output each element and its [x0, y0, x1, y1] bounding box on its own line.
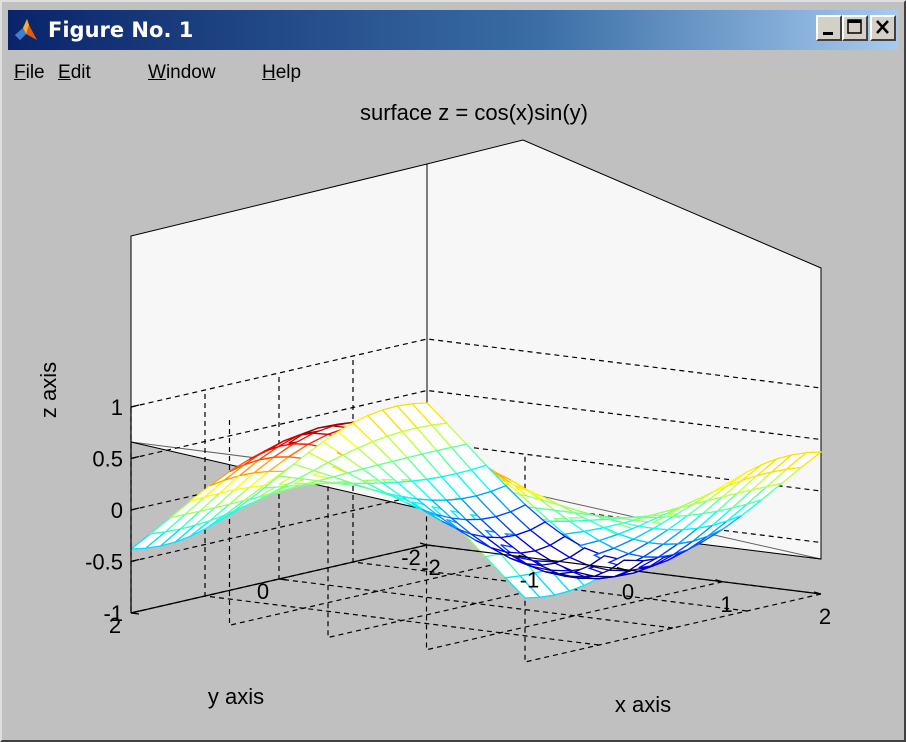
z-tick-label: -1	[103, 601, 123, 626]
z-tick-label: 1	[111, 395, 123, 420]
y-tick	[426, 544, 436, 547]
z-tick-label: 0	[111, 498, 123, 523]
x-tick-label: 1	[720, 592, 732, 617]
menu-edit[interactable]: Edit	[58, 62, 91, 83]
x-tick-label: -1	[520, 567, 540, 592]
maximize-button[interactable]	[842, 15, 868, 41]
y-tick	[278, 578, 288, 581]
y-tick-label: 2	[109, 613, 121, 638]
z-tick-label: -0.5	[85, 550, 123, 575]
z-tick-label: 0.5	[92, 447, 123, 472]
y-axis-label: y axis	[208, 684, 264, 709]
minimize-button[interactable]	[816, 15, 842, 41]
x-tick-label: 0	[622, 580, 634, 605]
tick-marks	[130, 404, 822, 615]
z-tick	[130, 507, 140, 511]
surface-mesh	[128, 402, 824, 599]
maximize-icon	[847, 19, 862, 34]
x-tick-label: 2	[819, 604, 831, 629]
z-grid-line	[130, 389, 822, 460]
menu-bar: File Edit Window Help	[8, 56, 898, 90]
x-tick	[715, 579, 723, 583]
x-tick	[616, 566, 625, 571]
close-button[interactable]	[870, 15, 896, 41]
surface-plot[interactable]: surface z = cos(x)sin(y) x axis y axis z…	[8, 92, 898, 738]
menu-help[interactable]: Help	[262, 62, 302, 83]
menu-file[interactable]: File	[14, 62, 45, 83]
z-grid-line	[130, 338, 822, 408]
x-tick	[518, 554, 526, 558]
z-tick	[130, 455, 140, 460]
z-tick	[130, 404, 140, 408]
x-axis-label: x axis	[615, 692, 671, 717]
matlab-logo-icon	[15, 19, 37, 40]
x-tick-label: -2	[421, 555, 441, 580]
close-icon	[876, 20, 889, 34]
z-axis-label: z axis	[36, 362, 61, 418]
y-tick-label: 0	[257, 579, 269, 604]
menu-window[interactable]: Window	[148, 62, 216, 83]
chart-title: surface z = cos(x)sin(y)	[360, 100, 588, 125]
z-tick	[130, 610, 140, 614]
minimize-icon	[823, 32, 833, 35]
window-title: Figure No. 1	[48, 18, 194, 42]
z-tick	[130, 558, 140, 563]
z-grid-line	[130, 544, 822, 614]
surface-patch	[784, 451, 824, 471]
y-tick-label: -2	[401, 545, 421, 570]
x-tick	[419, 542, 428, 546]
x-tick	[813, 591, 822, 595]
title-bar[interactable]: Figure No. 1	[8, 10, 898, 50]
